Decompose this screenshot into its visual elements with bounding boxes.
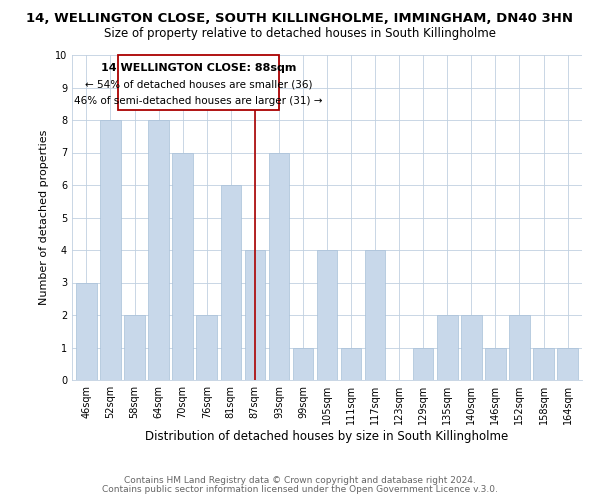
Y-axis label: Number of detached properties: Number of detached properties [40, 130, 49, 305]
Bar [76, 282, 97, 380]
Text: Contains public sector information licensed under the Open Government Licence v.: Contains public sector information licen… [102, 485, 498, 494]
Text: ← 54% of detached houses are smaller (36): ← 54% of detached houses are smaller (36… [85, 80, 312, 90]
Bar [317, 250, 337, 380]
Bar [245, 250, 265, 380]
Bar [437, 315, 458, 380]
Bar [269, 152, 289, 380]
Bar [124, 315, 145, 380]
Bar [533, 348, 554, 380]
Bar [461, 315, 482, 380]
Bar [365, 250, 385, 380]
FancyBboxPatch shape [118, 55, 279, 110]
Bar [293, 348, 313, 380]
Text: 14, WELLINGTON CLOSE, SOUTH KILLINGHOLME, IMMINGHAM, DN40 3HN: 14, WELLINGTON CLOSE, SOUTH KILLINGHOLME… [26, 12, 574, 26]
Bar [148, 120, 169, 380]
Bar [509, 315, 530, 380]
Text: Size of property relative to detached houses in South Killingholme: Size of property relative to detached ho… [104, 28, 496, 40]
Text: 46% of semi-detached houses are larger (31) →: 46% of semi-detached houses are larger (… [74, 96, 323, 106]
Bar [196, 315, 217, 380]
Text: Contains HM Land Registry data © Crown copyright and database right 2024.: Contains HM Land Registry data © Crown c… [124, 476, 476, 485]
Bar [485, 348, 506, 380]
Bar [221, 185, 241, 380]
Bar [557, 348, 578, 380]
Bar [172, 152, 193, 380]
Bar [413, 348, 433, 380]
Bar [341, 348, 361, 380]
Bar [100, 120, 121, 380]
Text: 14 WELLINGTON CLOSE: 88sqm: 14 WELLINGTON CLOSE: 88sqm [101, 63, 296, 73]
X-axis label: Distribution of detached houses by size in South Killingholme: Distribution of detached houses by size … [145, 430, 509, 443]
